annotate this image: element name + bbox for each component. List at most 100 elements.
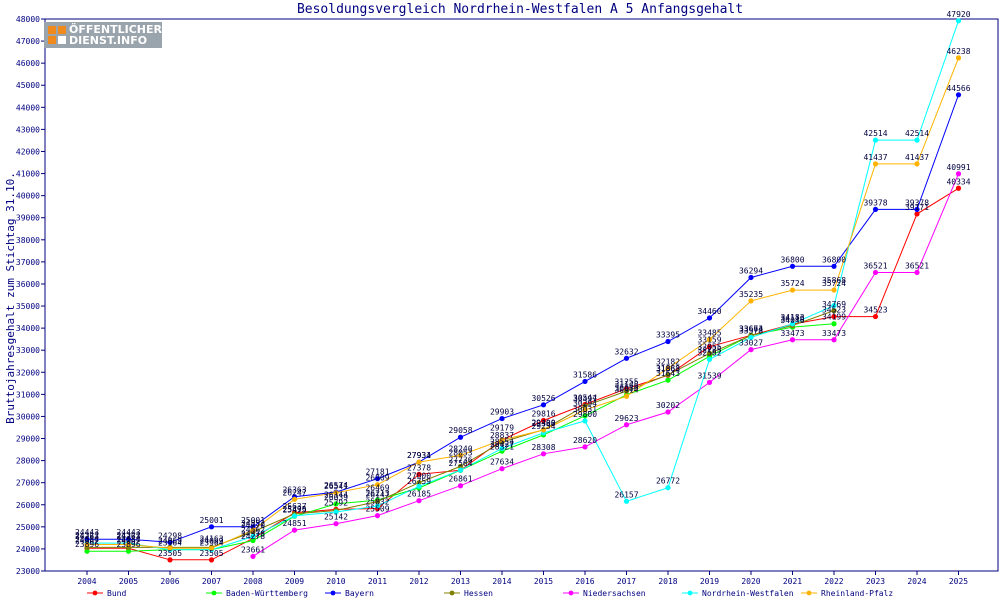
data-point-bayern: [499, 415, 505, 422]
data-label: 29058: [448, 426, 472, 435]
logo-mark-icon: [44, 22, 69, 48]
data-point-niedersachsen: [457, 483, 464, 489]
data-label: 23964: [199, 539, 223, 548]
data-label: 32632: [614, 347, 638, 356]
data-point-bund: [914, 211, 920, 217]
data-label: 26039: [324, 493, 348, 502]
data-point-nordrhein-westfalen: [499, 445, 505, 451]
data-point-rheinland-pfalz: [623, 393, 630, 399]
data-label: 28240: [448, 444, 472, 453]
data-point-rheinland-pfalz: [499, 437, 505, 443]
data-point-rheinland-pfalz: [582, 407, 588, 413]
data-label: 25495: [282, 505, 306, 514]
data-point-bund: [872, 313, 879, 320]
data-point-nordrhein-westfalen: [374, 503, 381, 509]
data-label: 29903: [490, 408, 514, 417]
data-label: 42514: [905, 129, 929, 138]
logo-line-2: DIENST.INFO: [69, 34, 148, 47]
data-label: 25832: [365, 497, 389, 506]
data-label: 36800: [780, 255, 804, 264]
data-label: 23964: [158, 539, 182, 548]
data-point-rheinland-pfalz: [914, 161, 920, 167]
logo-line-1: ÖFFENTLICHER: [69, 23, 162, 36]
data-label: 28620: [573, 436, 597, 445]
plot-frame: [44, 18, 999, 572]
data-label: 27564: [448, 459, 472, 468]
data-point-niedersachsen: [416, 498, 422, 504]
data-label: 23896: [75, 540, 99, 549]
data-label: 36294: [739, 266, 763, 275]
data-point-hessen: [457, 463, 464, 470]
data-point-baden-w-rttemberg: [665, 377, 671, 383]
data-point-niedersachsen: [499, 466, 505, 472]
data-point-hessen: [582, 403, 588, 409]
data-label: 24278: [241, 532, 265, 541]
data-point-niedersachsen: [374, 513, 381, 519]
chart-title: Besoldungsvergleich Nordrhein-Westfalen …: [297, 2, 743, 17]
data-point-baden-w-rttemberg: [250, 537, 256, 544]
y-axis-label: Bruttojahresgehalt zum Stichtag 31.10.: [4, 172, 17, 424]
legend-marker-bayern: [330, 590, 336, 596]
y-tick-label: 46000: [16, 59, 40, 68]
y-tick-label: 42000: [16, 147, 40, 156]
data-label: 41437: [863, 153, 887, 162]
data-point-rheinland-pfalz: [457, 452, 464, 458]
data-label: 31863: [656, 364, 680, 373]
data-label: 25792: [324, 498, 348, 507]
y-tick-label: 38000: [16, 236, 40, 245]
y-tick-label: 31000: [16, 390, 40, 399]
data-point-baden-w-rttemberg: [333, 501, 339, 507]
series-line-rheinland-pfalz: [87, 57, 959, 549]
x-tick-label: 2022: [824, 577, 843, 586]
data-label: 26759: [407, 477, 431, 486]
data-label: 32855: [697, 342, 721, 351]
data-label: 24134: [75, 535, 99, 544]
data-point-bund: [208, 557, 215, 563]
data-point-nordrhein-westfalen: [872, 137, 879, 143]
data-label: 26247: [282, 488, 306, 497]
data-label: 30294: [573, 399, 597, 408]
data-point-bayern: [955, 92, 962, 98]
data-point-nordrhein-westfalen: [665, 485, 671, 491]
data-label: 26157: [614, 490, 638, 499]
data-label: 31539: [697, 371, 721, 380]
data-label: 33663: [739, 325, 763, 334]
data-label: 28427: [490, 440, 514, 449]
data-point-bayern: [789, 263, 796, 269]
data-point-rheinland-pfalz: [789, 287, 796, 293]
data-label: 34046: [780, 316, 804, 325]
data-point-niedersachsen: [250, 553, 256, 560]
data-label: 26541: [324, 482, 348, 491]
data-label: 29800: [573, 410, 597, 419]
data-point-niedersachsen: [914, 269, 920, 276]
data-point-bayern: [706, 315, 713, 321]
data-label: 28308: [531, 443, 555, 452]
data-label: 25001: [199, 516, 223, 525]
data-point-rheinland-pfalz: [831, 287, 837, 293]
data-point-niedersachsen: [333, 521, 339, 527]
data-label: 29623: [614, 414, 638, 423]
data-label: 27931: [407, 451, 431, 460]
data-label: 33473: [780, 329, 804, 338]
data-point-rheinland-pfalz: [208, 545, 215, 551]
x-tick-label: 2006: [160, 577, 179, 586]
site-logo: ÖFFENTLICHER DIENST.INFO: [44, 22, 162, 48]
data-label: 23505: [158, 549, 182, 558]
data-point-niedersachsen: [665, 409, 671, 415]
y-tick-label: 32000: [16, 368, 40, 377]
series-line-bund: [87, 187, 959, 561]
data-label: 28321: [490, 443, 514, 452]
data-label: 34523: [863, 306, 887, 315]
data-point-bayern: [125, 536, 132, 542]
data-point-bayern: [872, 206, 879, 212]
data-label: 30497: [573, 394, 597, 403]
data-label: 33027: [739, 339, 763, 348]
y-tick-label: 24000: [16, 545, 40, 554]
y-tick-label: 25000: [16, 523, 40, 532]
data-point-bund: [831, 313, 837, 320]
data-label: 25479: [282, 505, 306, 514]
data-label: 31586: [573, 370, 597, 379]
data-point-rheinland-pfalz: [665, 365, 671, 371]
data-label: 25142: [324, 513, 348, 522]
data-label: 31255: [614, 378, 638, 387]
